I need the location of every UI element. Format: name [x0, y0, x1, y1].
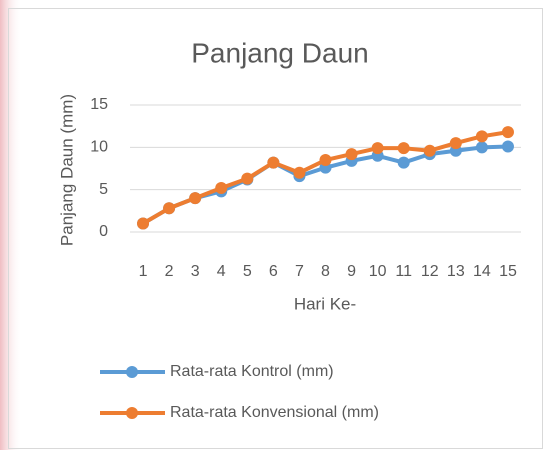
- data-point: [397, 142, 410, 155]
- data-point: [423, 144, 436, 157]
- legend-swatch-marker: [126, 366, 138, 378]
- y-tick-label: 0: [99, 223, 108, 240]
- y-axis-title: Panjang Daun (mm): [57, 94, 76, 246]
- y-tick-label: 10: [90, 139, 108, 156]
- legend-label: Rata-rata Konvensional (mm): [170, 404, 379, 421]
- chart-title: Panjang Daun: [191, 37, 368, 68]
- data-point: [241, 172, 254, 185]
- data-point: [397, 156, 410, 169]
- data-point: [475, 130, 488, 143]
- data-point: [189, 192, 202, 205]
- data-point: [267, 156, 280, 169]
- x-tick-label: 6: [269, 263, 278, 280]
- x-tick-label: 10: [369, 263, 387, 280]
- y-tick-label: 15: [90, 96, 108, 113]
- x-tick-label: 5: [243, 263, 252, 280]
- x-tick-label: 7: [295, 263, 304, 280]
- chart-frame: [8, 8, 543, 449]
- x-tick-label: 12: [421, 263, 439, 280]
- x-tick-label: 14: [473, 263, 491, 280]
- x-tick-label: 8: [321, 263, 330, 280]
- data-point: [345, 148, 358, 161]
- x-axis-title: Hari Ke-: [294, 294, 356, 313]
- x-tick-label: 13: [447, 263, 465, 280]
- data-point: [475, 141, 488, 154]
- data-point: [449, 137, 462, 150]
- legend-label: Rata-rata Kontrol (mm): [170, 363, 334, 380]
- y-tick-label: 5: [99, 181, 108, 198]
- data-point: [293, 166, 306, 179]
- x-tick-label: 11: [395, 263, 412, 280]
- edge-decoration: [0, 0, 22, 450]
- x-tick-label: 3: [191, 263, 200, 280]
- legend-swatch-marker: [126, 407, 138, 419]
- x-tick-label: 15: [499, 263, 517, 280]
- x-tick-label: 9: [347, 263, 356, 280]
- data-point: [371, 142, 384, 155]
- x-tick-label: 2: [165, 263, 174, 280]
- x-tick-label: 4: [217, 263, 226, 280]
- data-point: [501, 140, 514, 153]
- data-point: [319, 154, 332, 167]
- data-point: [137, 217, 150, 230]
- data-point: [163, 202, 176, 215]
- data-point: [215, 181, 228, 194]
- x-tick-label: 1: [139, 263, 148, 280]
- data-point: [501, 126, 514, 139]
